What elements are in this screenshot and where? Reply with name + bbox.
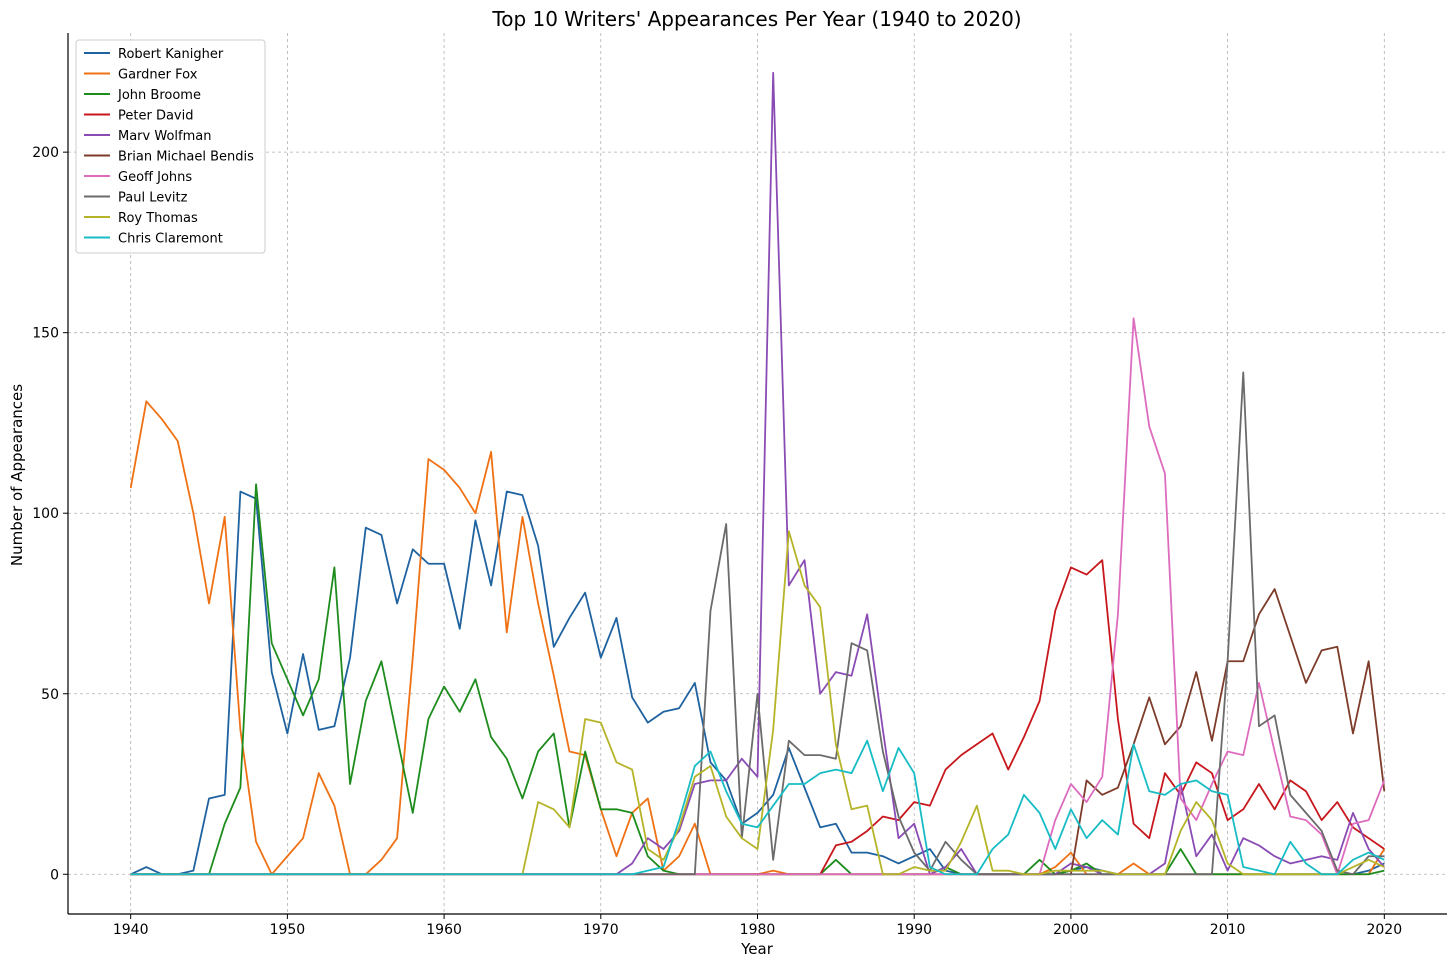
x-tick-label: 1980 — [740, 922, 776, 938]
x-tick-label: 1990 — [896, 922, 932, 938]
y-tick-label: 200 — [32, 145, 59, 161]
grid — [68, 33, 1447, 914]
y-tick-label: 0 — [50, 867, 59, 883]
chart-title: Top 10 Writers' Appearances Per Year (19… — [491, 7, 1021, 31]
legend-entry-label: Brian Michael Bendis — [118, 150, 254, 165]
legend: Robert Kanigher Gardner Fox John Broome Pet… — [75, 39, 266, 254]
series-line-chris-claremont — [130, 739, 1385, 876]
legend-entry-label: Geoff Johns — [118, 170, 192, 185]
x-axis-label: Year — [740, 940, 774, 958]
legend-entry-label: Gardner Fox — [118, 68, 198, 83]
legend-box — [75, 39, 266, 254]
legend-entry-label: Paul Levitz — [118, 191, 188, 206]
x-tick-label: 1970 — [583, 922, 619, 938]
x-tick-label: 1960 — [426, 922, 462, 938]
legend-entry-label: Peter David — [118, 109, 193, 124]
legend-entry-label: Chris Claremont — [118, 232, 223, 247]
y-tick-label: 50 — [41, 687, 59, 703]
x-tick-label: 2000 — [1053, 922, 1089, 938]
x-tick-label: 1950 — [270, 922, 306, 938]
series-lines — [129, 71, 1386, 876]
x-tick-label: 2010 — [1210, 922, 1246, 938]
x-tick-label: 2020 — [1366, 922, 1402, 938]
legend-entry-label: John Broome — [117, 88, 201, 103]
y-tick-label: 100 — [32, 506, 59, 522]
legend-entry-label: Marv Wolfman — [118, 129, 211, 144]
legend-entry-label: Robert Kanigher — [118, 47, 224, 62]
legend-entry-label: Roy Thomas — [118, 211, 198, 226]
axes: 1940 1950 1960 1970 1980 1990 2000 2010 2020 0 50 1… — [32, 33, 1447, 938]
y-tick-label: 150 — [32, 326, 59, 342]
y-axis-label: Number of Appearances — [8, 384, 26, 566]
x-tick-label: 1940 — [113, 922, 149, 938]
